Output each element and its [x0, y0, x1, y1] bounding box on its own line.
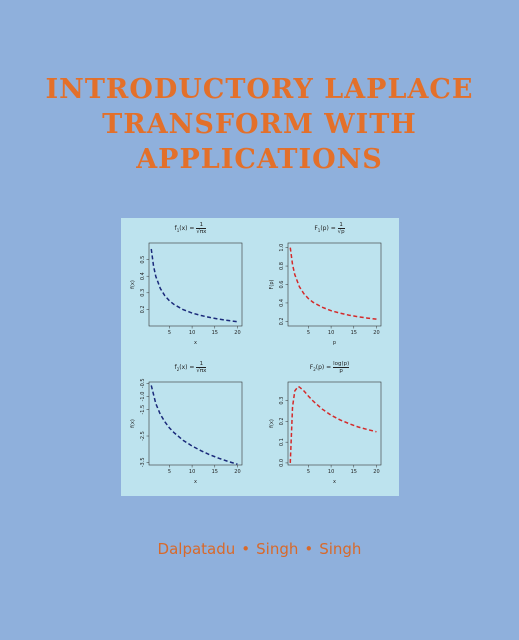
series-line [150, 385, 238, 465]
y-tick-label: 0.1 [279, 438, 285, 446]
x-tick-label: 15 [212, 330, 218, 336]
x-tick-label: 5 [168, 469, 171, 475]
plot-panel-bottom-right: 5 10 15 20 0.0 0.1 0.2 0.3 x f(x) F2(p) = log(p) p [260, 357, 399, 496]
plot-title: f2(x) = 1 √πx [174, 361, 207, 374]
x-axis-label: x [194, 479, 197, 485]
y-axis-label: F(p) [269, 279, 275, 289]
y-tick-label: 0.4 [140, 272, 146, 280]
plot-svg: 5 10 15 20 0.2 0.3 0.4 0.5 x f(x) [130, 242, 243, 346]
x-tick-label: 20 [234, 330, 240, 336]
y-tick-label: 0.6 [279, 281, 285, 289]
y-tick-label: -3.5 [140, 457, 146, 467]
series-line [289, 385, 377, 463]
x-axis-label: x [333, 479, 336, 485]
y-tick-label: 0.3 [140, 289, 146, 297]
y-axis-label: f(x) [269, 419, 275, 428]
y-tick-label: 0.2 [279, 317, 285, 325]
x-axis-label: x [194, 340, 197, 346]
x-tick-label: 15 [351, 469, 357, 475]
y-tick-label: -1.0 [140, 392, 146, 402]
x-tick-label: 5 [168, 330, 171, 336]
y-tick-label: 1.0 [279, 244, 285, 252]
plot-panel-bottom-left: 5 10 15 20 -3.5 -2.5 -1.5 -1.0 -0.5 x f(x) f2(x) =… [121, 357, 260, 496]
plot-svg: 5 10 15 20 -3.5 -2.5 -1.5 -1.0 -0.5 x f(x) [130, 378, 243, 485]
plot-frame [148, 381, 243, 466]
y-tick-label: -2.5 [140, 431, 146, 441]
y-axis-label: f(x) [130, 419, 136, 428]
author-3: Singh [319, 540, 362, 558]
title-line-1: INTRODUCTORY LAPLACE [45, 74, 474, 105]
x-tick-label: 10 [189, 469, 195, 475]
x-tick-label: 15 [351, 330, 357, 336]
y-tick-label: 0.8 [279, 262, 285, 270]
author-separator: • [241, 540, 251, 558]
author-separator: • [304, 540, 314, 558]
x-tick-label: 10 [189, 330, 195, 336]
plot-svg: 5 10 15 20 0.2 0.4 0.6 0.8 1.0 p F(p) [269, 242, 382, 346]
y-tick-label: 0.5 [140, 256, 146, 264]
book-title: INTRODUCTORY LAPLACE TRANSFORM WITH APPL… [0, 72, 519, 177]
plot-svg: 5 10 15 20 0.0 0.1 0.2 0.3 x f(x) [269, 381, 382, 485]
x-tick-label: 20 [373, 330, 379, 336]
x-tick-label: 20 [234, 469, 240, 475]
plot-frame [287, 381, 382, 466]
y-tick-label: 0.4 [279, 299, 285, 307]
cover-figure: 5 10 15 20 0.2 0.3 0.4 0.5 x f(x) f1(x) = 1 √πx 5 1… [121, 218, 399, 496]
y-tick-label: -0.5 [140, 378, 146, 388]
plot-title: F2(p) = log(p) p [309, 361, 350, 374]
plot-title: F1(p) = 1 √p [314, 222, 345, 235]
plot-title: f1(x) = 1 √πx [174, 222, 207, 235]
author-1: Dalpatadu [157, 540, 236, 558]
series-line [289, 247, 377, 320]
x-tick-label: 20 [373, 469, 379, 475]
y-tick-label: 0.0 [279, 459, 285, 467]
plot-frame [287, 242, 382, 327]
y-axis-label: f(x) [130, 280, 136, 289]
y-tick-label: -1.5 [140, 405, 146, 415]
y-tick-label: 0.2 [140, 305, 146, 313]
plot-panel-top-right: 5 10 15 20 0.2 0.4 0.6 0.8 1.0 p F(p) F1(p) = 1 √p [260, 218, 399, 357]
x-tick-label: 5 [307, 469, 310, 475]
plot-frame [148, 242, 243, 327]
title-line-2: TRANSFORM WITH [102, 109, 417, 140]
x-tick-label: 15 [212, 469, 218, 475]
author-2: Singh [256, 540, 299, 558]
title-line-3: APPLICATIONS [136, 144, 383, 175]
y-tick-label: 0.3 [279, 397, 285, 405]
authors-line: Dalpatadu • Singh • Singh [0, 540, 519, 558]
x-tick-label: 10 [328, 469, 334, 475]
plot-panel-top-left: 5 10 15 20 0.2 0.3 0.4 0.5 x f(x) f1(x) = 1 √πx [121, 218, 260, 357]
x-tick-label: 10 [328, 330, 334, 336]
series-line [150, 248, 238, 323]
y-tick-label: 0.2 [279, 417, 285, 425]
x-axis-label: p [333, 340, 336, 346]
x-tick-label: 5 [307, 330, 310, 336]
